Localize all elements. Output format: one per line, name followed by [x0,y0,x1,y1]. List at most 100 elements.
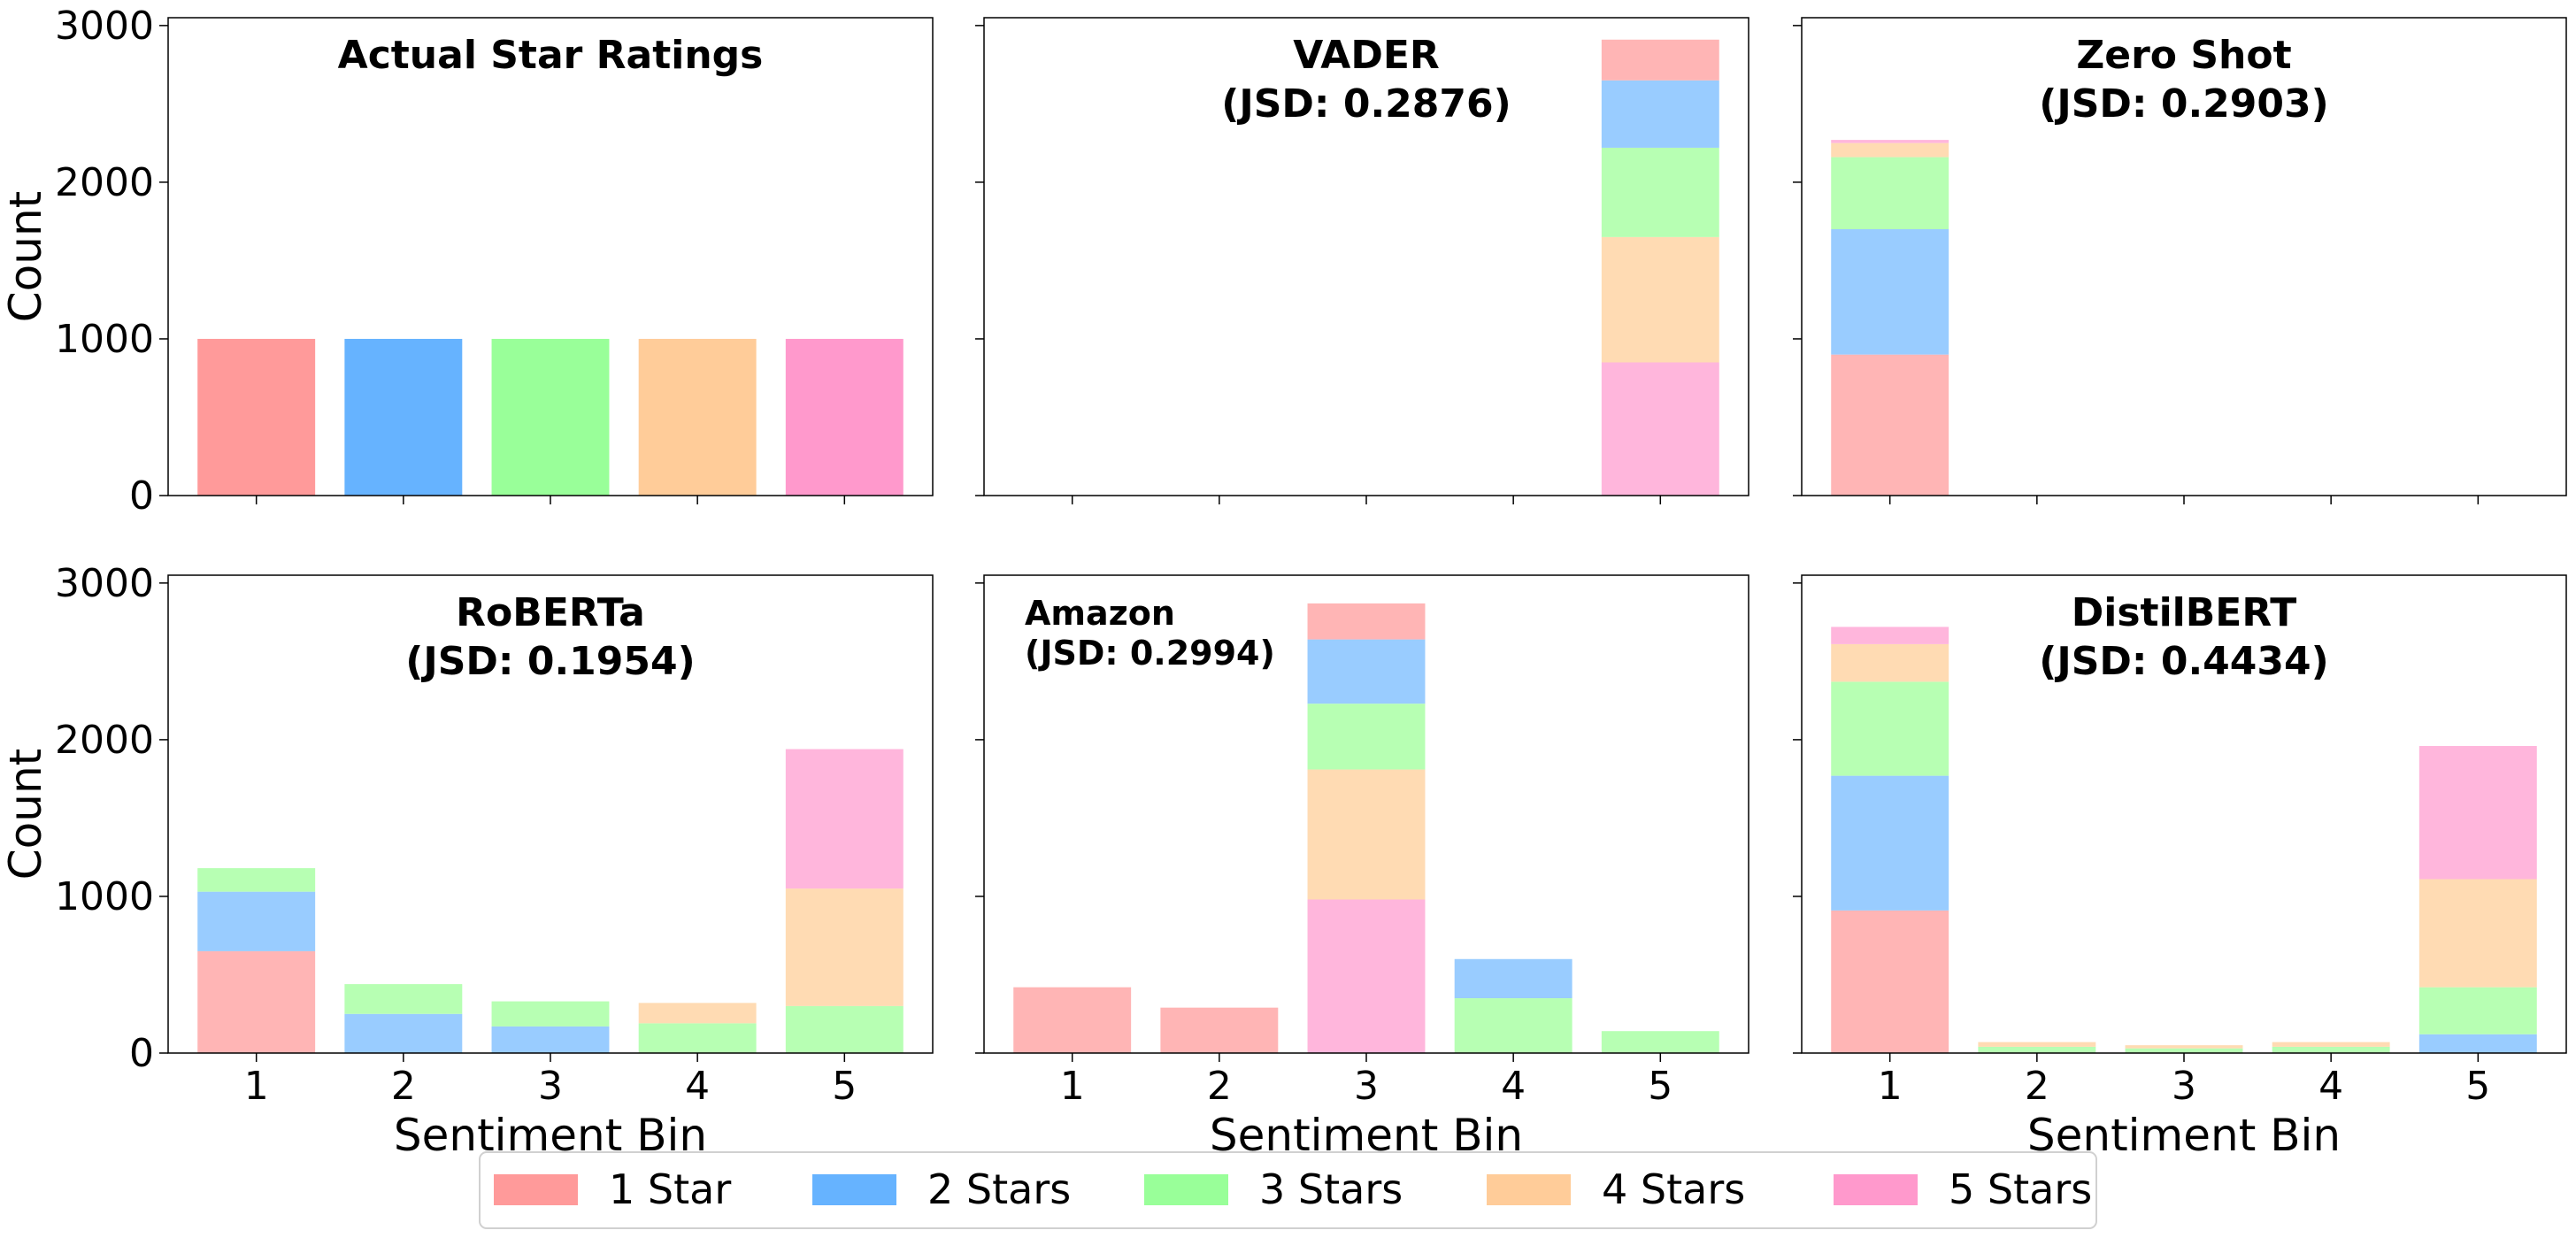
bar-segment [197,868,316,892]
bar-segment [1307,603,1426,640]
x-tick-label: 1 [1878,1064,1903,1109]
y-tick-label: 1000 [55,874,154,919]
y-tick-label: 0 [129,473,154,519]
bar-segment [1601,1031,1719,1053]
bar [785,338,904,496]
bar-segment [1307,899,1426,1053]
x-tick-label: 4 [685,1064,710,1109]
x-tick-label: 3 [1354,1064,1379,1109]
chart-subtitle: (JSD: 0.2876) [1221,81,1511,127]
bar-segment [2125,1045,2243,1049]
bar-segment [197,891,316,951]
bar-segment [1831,157,1949,230]
legend-item: 4 Stars [1487,1165,1745,1213]
chart-panel-2: VADER(JSD: 0.2876) [975,17,1749,504]
bar [344,338,463,496]
bar-segment [2418,879,2537,988]
chart-title: Actual Star Ratings [338,33,764,78]
legend-swatch [1487,1174,1571,1205]
chart-title: Zero Shot [2076,33,2291,78]
bar-segment [1601,147,1719,237]
axes-frame [1801,574,2567,1054]
bar-segment [1831,910,1949,1053]
bar-segment [1831,229,1949,355]
chart-title: VADER [1293,33,1440,78]
legend-item: 5 Stars [1834,1165,2092,1213]
bar-segment [2125,1048,2243,1053]
bar-segment [1831,775,1949,911]
legend-item: 1 Star [494,1165,731,1213]
y-tick-label: 1000 [55,317,154,362]
bar-segment [638,1003,757,1024]
x-tick-label: 1 [1060,1064,1085,1109]
x-tick-label: 1 [244,1064,269,1109]
chart-subtitle: (JSD: 0.2903) [2039,81,2329,127]
y-tick-label: 0 [129,1031,154,1076]
bar-segment [2418,1034,2537,1053]
axes-frame [983,574,1749,1054]
bar-segment [491,1001,610,1027]
legend: 1 Star 2 Stars 3 Stars 4 Stars 5 Stars [479,1151,2097,1229]
bar-segment [638,1023,757,1053]
y-tick-label: 3000 [55,561,154,606]
bar-segment [1601,80,1719,148]
legend-label: 2 Stars [927,1165,1071,1213]
x-tick-label: 3 [538,1064,563,1109]
bar-segment [1831,681,1949,776]
bar-segment [1831,643,1949,682]
chart-subtitle: (JSD: 0.2994) [1025,634,1275,673]
bar-segment [1601,236,1719,363]
bar-segment [1307,704,1426,770]
bar-segment [785,749,904,889]
legend-label: 1 Star [609,1165,731,1213]
y-tick-label: 3000 [55,4,154,49]
legend-label: 5 Stars [1949,1165,2092,1213]
chart-panel-1: 0 1000 2000 3000 Actual Star Ratings Count [0,4,934,519]
x-tick-label: 4 [1501,1064,1526,1109]
chart-title: RoBERTa [456,590,645,635]
axes-frame [167,17,934,496]
bar-segment [1831,140,1949,143]
bar-segment [1831,627,1949,644]
bar-segment [2272,1042,2390,1047]
chart-panel-3: Zero Shot(JSD: 0.2903) [1793,17,2567,504]
x-tick-label: 5 [832,1064,857,1109]
legend-item: 2 Stars [812,1165,1071,1213]
y-axis-label: Count [0,191,51,323]
bar-segment [197,950,316,1053]
chart-subtitle: (JSD: 0.1954) [405,639,696,684]
bar [197,338,316,496]
chart-subtitle: (JSD: 0.4434) [2039,639,2329,684]
legend-swatch [812,1174,896,1205]
bar-segment [785,888,904,1006]
legend-label: 3 Stars [1259,1165,1403,1213]
chart-panel-4: 1 2 3 4 5 0 1000 2000 3000 RoBERTa(JSD: 0.1954) Co… [0,561,934,1161]
legend-swatch [1834,1174,1918,1205]
bar-segment [491,1026,610,1053]
bar-segment [1454,998,1573,1053]
y-tick-label: 2000 [55,160,154,205]
legend-frame [479,1151,2097,1229]
x-tick-label: 3 [2172,1064,2196,1109]
bar [638,338,757,496]
legend-swatch [1144,1174,1228,1205]
bar-segment [1978,1046,2096,1053]
bar-segment [2272,1046,2390,1053]
y-axis-label: Count [0,749,51,880]
bar-segment [1307,639,1426,704]
axes-frame [1801,17,2567,496]
bar-segment [1160,1007,1279,1053]
x-tick-label: 4 [2318,1064,2343,1109]
y-tick-label: 2000 [55,718,154,763]
bar-segment [344,984,463,1014]
x-tick-label: 5 [1648,1064,1672,1109]
bar-segment [1601,362,1719,496]
bar-segment [1831,354,1949,496]
bar-segment [1601,39,1719,81]
legend-swatch [494,1174,578,1205]
bar-segment [344,1013,463,1053]
bar-segment [785,1005,904,1053]
bar [491,338,610,496]
bar-segment [1454,958,1573,999]
